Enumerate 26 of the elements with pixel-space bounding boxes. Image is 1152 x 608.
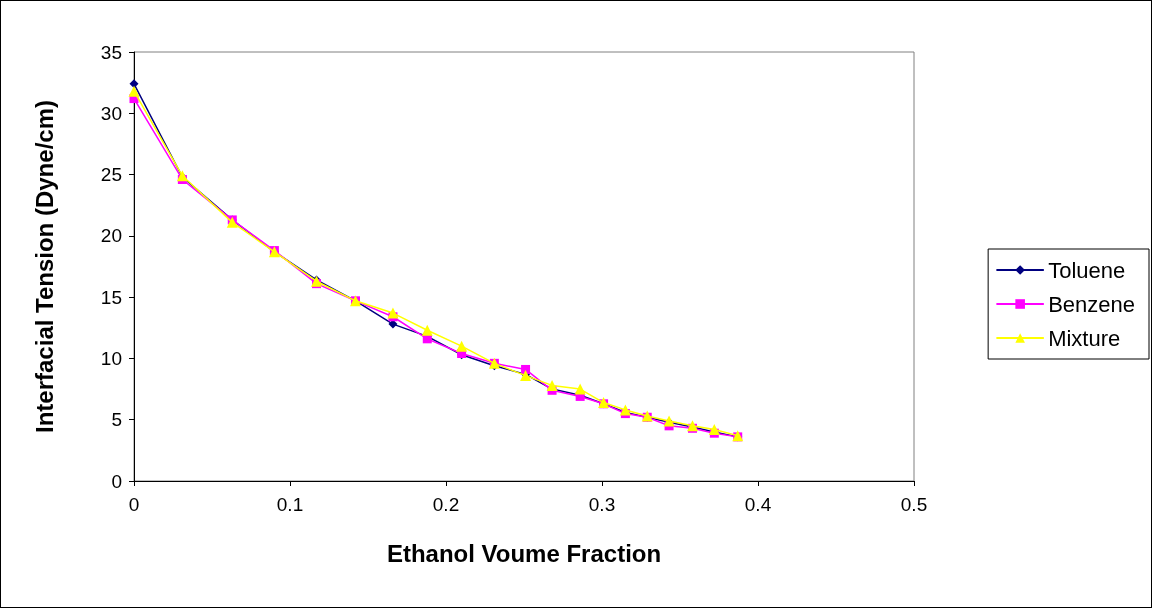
- point: [387, 307, 399, 319]
- y-axis-title: Interfacial Tension (Dyne/cm): [30, 100, 58, 433]
- y-tick-label: 5: [111, 409, 122, 431]
- x-axis-title: Ethanol Voume Fraction: [386, 539, 662, 567]
- x-tick-label: 0: [128, 494, 140, 515]
- y-tick-label: 10: [100, 347, 122, 369]
- point: [129, 79, 139, 89]
- y-tick-label: 25: [100, 164, 122, 186]
- y-tick-label: 0: [111, 470, 122, 492]
- y-tick-label: 15: [100, 286, 122, 308]
- legend-label: Mixture: [1048, 325, 1121, 351]
- y-tick-label: 20: [100, 225, 122, 247]
- x-tick-label: 0.5: [900, 494, 928, 515]
- legend-label: Toluene: [1048, 257, 1126, 283]
- point: [546, 379, 558, 391]
- y-tick-label: 35: [100, 41, 122, 63]
- point: [128, 85, 140, 97]
- x-tick-label: 0.4: [744, 494, 772, 515]
- x-tick-label: 0.1: [276, 494, 304, 515]
- point: [574, 383, 586, 395]
- y-tick-label: 30: [100, 102, 122, 124]
- legend-label: Benzene: [1048, 291, 1136, 317]
- point: [456, 340, 468, 352]
- point: [421, 324, 433, 336]
- x-tick-label: 0.3: [588, 494, 616, 515]
- x-tick-label: 0.2: [432, 494, 460, 515]
